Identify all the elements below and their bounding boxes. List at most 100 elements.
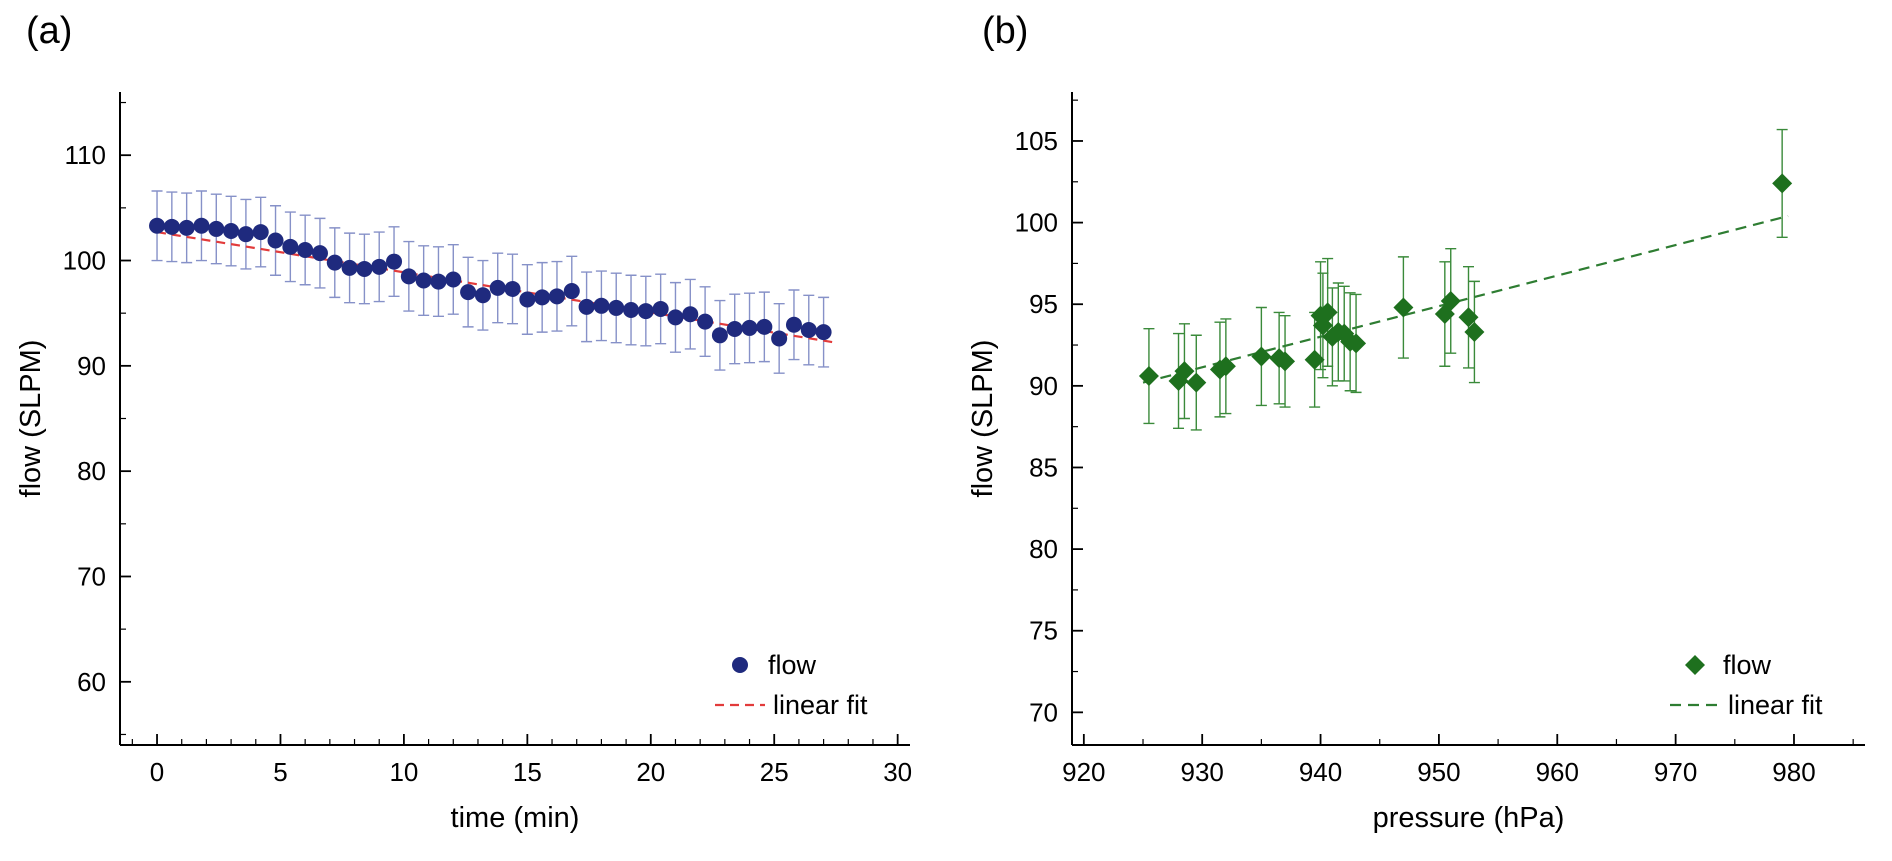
data-point: [297, 241, 314, 258]
data-point: [386, 253, 403, 270]
data-point: [667, 309, 684, 326]
data-point: [252, 224, 269, 241]
data-point: [637, 303, 654, 320]
x-axis-title: pressure (hPa): [1373, 802, 1565, 834]
data-point: [1346, 333, 1367, 354]
data-point: [726, 320, 743, 337]
data-point: [563, 283, 580, 300]
fit-line: [156, 230, 837, 344]
data-point: [623, 302, 640, 319]
data-point: [326, 254, 343, 271]
data-point: [593, 297, 610, 314]
chart-b: 920 930 940 950 960 970 980 70 75 80 85 90 95 100 105 p…: [967, 92, 1865, 834]
data-point: [237, 226, 254, 243]
x-tick-label: 30: [883, 757, 912, 787]
data-point: [1317, 302, 1338, 323]
x-tick-label: 25: [760, 757, 789, 787]
data-point: [1464, 321, 1485, 342]
data-point: [311, 245, 328, 262]
x-tick-label: 960: [1536, 757, 1579, 787]
x-tick-label: 940: [1299, 757, 1342, 787]
data-point: [415, 272, 432, 289]
data-point: [1186, 372, 1207, 393]
x-tick-label: 5: [273, 757, 287, 787]
x-tick-label: 980: [1772, 757, 1815, 787]
data-point: [371, 258, 388, 275]
data-point: [178, 219, 195, 236]
data-point: [474, 287, 491, 304]
data-point: [608, 299, 625, 316]
x-tick-label: 920: [1062, 757, 1105, 787]
data-point: [548, 288, 565, 305]
data-point: [149, 217, 166, 234]
legend-label: linear fit: [1728, 690, 1823, 720]
data-point: [519, 291, 536, 308]
data-point: [282, 238, 299, 255]
panel-b-label: (b): [982, 10, 1029, 52]
y-tick-label: 85: [1029, 452, 1058, 482]
data-point: [400, 268, 417, 285]
data-point: [682, 306, 699, 323]
data-point: [356, 260, 373, 277]
data-point: [697, 313, 714, 330]
data-point: [756, 318, 773, 335]
x-tick-label: 0: [150, 757, 164, 787]
data-point: [815, 324, 832, 341]
data-point: [1251, 346, 1272, 367]
y-tick-label: 80: [77, 456, 106, 486]
y-tick-label: 70: [77, 561, 106, 591]
y-tick-label: 75: [1029, 616, 1058, 646]
data-point: [504, 280, 521, 297]
y-tick-label: 100: [1015, 208, 1058, 238]
chart-a: 0 5 10 15 20 25 30 60 70 80 90 100 110 time (min) flow…: [15, 92, 912, 834]
data-point: [208, 220, 225, 237]
y-axis-title: flow (SLPM): [15, 340, 47, 498]
data-point: [1312, 315, 1333, 336]
data-point: [1138, 366, 1159, 387]
y-tick-label: 90: [77, 351, 106, 381]
y-tick-label: 110: [65, 140, 106, 170]
y-tick-label: 60: [77, 667, 106, 697]
data-point: [1393, 297, 1414, 318]
data-point: [445, 271, 462, 288]
data-point: [341, 259, 358, 276]
x-tick-label: 15: [513, 757, 542, 787]
data-point: [1174, 361, 1195, 382]
data-point: [460, 284, 477, 301]
data-point: [1275, 351, 1296, 372]
data-point: [430, 273, 447, 290]
data-point: [163, 218, 180, 235]
data-point: [267, 232, 284, 249]
data-point: [534, 289, 551, 306]
x-axis-title: time (min): [451, 802, 580, 834]
x-tick-label: 970: [1654, 757, 1697, 787]
y-tick-label: 80: [1029, 534, 1058, 564]
data-point: [785, 316, 802, 333]
data-point: [1304, 349, 1325, 370]
data-point: [223, 223, 240, 240]
data-point: [800, 322, 817, 339]
y-axis-title: flow (SLPM): [967, 340, 999, 498]
data-point: [1458, 307, 1479, 328]
y-tick-label: 105: [1015, 126, 1058, 156]
y-tick-label: 95: [1029, 289, 1058, 319]
y-tick-label: 70: [1029, 697, 1058, 727]
data-point: [1772, 173, 1793, 194]
data-point: [741, 319, 758, 336]
data-point: [1440, 290, 1461, 311]
y-tick-label: 100: [63, 246, 106, 276]
x-tick-label: 930: [1180, 757, 1223, 787]
data-point: [711, 327, 728, 344]
panel-a-label: (a): [26, 10, 73, 52]
data-point: [652, 300, 669, 317]
legend-label: linear fit: [773, 690, 868, 720]
y-tick-label: 90: [1029, 371, 1058, 401]
x-tick-label: 20: [636, 757, 665, 787]
legend-marker: [1685, 655, 1705, 675]
x-tick-label: 950: [1417, 757, 1460, 787]
data-point: [578, 298, 595, 315]
legend-label: flow: [1723, 650, 1772, 680]
legend-label: flow: [768, 650, 817, 680]
fit-line: [1142, 215, 1789, 384]
